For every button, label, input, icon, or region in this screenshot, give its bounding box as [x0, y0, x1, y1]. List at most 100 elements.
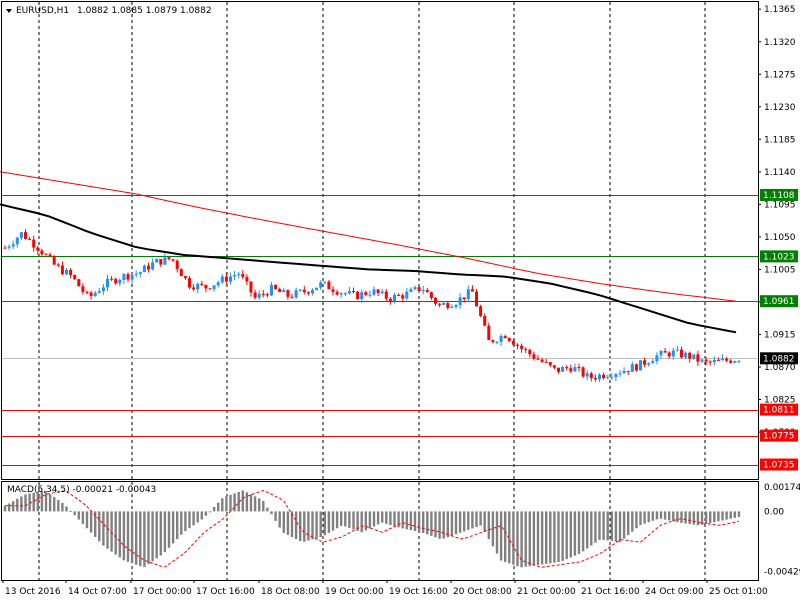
- macd-bar-2: [12, 501, 15, 512]
- candle-body-29: [122, 274, 126, 280]
- candle-body-105: [434, 297, 437, 304]
- candle-body-125: [516, 344, 519, 346]
- macd-bar-76: [315, 511, 318, 539]
- candle-body-13: [56, 264, 60, 266]
- candle-body-104: [429, 292, 433, 298]
- macd-tick-label-0: 0.00174: [764, 483, 800, 493]
- bid-tag-text: 1.0882: [763, 354, 795, 364]
- candle-body-55: [229, 276, 232, 282]
- time-tick-label-5: 19 Oct 00:00: [325, 587, 384, 597]
- price-tick-label-7: 1.1050: [764, 233, 796, 243]
- level-tag-5-bg: [760, 458, 798, 471]
- macd-bar-18: [77, 511, 80, 520]
- candle-body-44: [183, 276, 187, 279]
- macd-bar-103: [426, 511, 429, 535]
- macd-bar-7: [32, 492, 35, 512]
- macd-bar-165: [680, 511, 683, 523]
- candle-body-127: [524, 348, 528, 350]
- macd-bar-9: [40, 490, 44, 512]
- macd-bar-125: [516, 511, 519, 567]
- macd-bar-80: [331, 511, 335, 531]
- candle-body-129: [532, 354, 536, 359]
- candle-body-96: [397, 294, 401, 296]
- macd-bar-73: [303, 511, 306, 542]
- candle-body-32: [134, 273, 138, 275]
- header-symbol: EURUSD,H1: [16, 6, 69, 16]
- macd-bar-75: [311, 511, 314, 540]
- macd-bar-168: [692, 511, 695, 525]
- macd-bar-126: [520, 511, 523, 568]
- time-tick-label-4: 18 Oct 08:00: [261, 587, 320, 597]
- level-tag-1-text: 1.1023: [763, 252, 795, 262]
- macd-bar-90: [372, 511, 376, 527]
- macd-bar-127: [524, 511, 527, 567]
- price-tick-label-10: 1.0915: [764, 330, 796, 340]
- macd-bar-111: [458, 511, 462, 533]
- candle-body-151: [622, 370, 626, 374]
- macd-bar-4: [20, 496, 23, 512]
- macd-bar-54: [225, 496, 228, 512]
- candle-body-149: [614, 374, 618, 378]
- macd-bar-163: [672, 511, 675, 522]
- time-tick-label-3: 17 Oct 16:00: [196, 587, 255, 597]
- candle-body-75: [311, 290, 314, 294]
- macd-bar-142: [586, 511, 589, 549]
- candle-body-124: [511, 340, 515, 345]
- macd-bar-70: [290, 511, 294, 537]
- candle-body-120: [495, 341, 499, 343]
- candle-body-134: [552, 365, 556, 368]
- macd-panel-frame: [1, 481, 759, 581]
- dropdown-arrow-icon[interactable]: [6, 9, 12, 13]
- candle-body-31: [130, 274, 134, 280]
- time-tick-label-9: 21 Oct 16:00: [581, 587, 640, 597]
- price-tick-label-11: 1.0870: [764, 363, 796, 373]
- macd-tick-label-2: -0.00429: [764, 567, 800, 577]
- macd-bar-86: [356, 511, 359, 531]
- macd-bar-156: [643, 511, 646, 524]
- candle-body-12: [52, 256, 56, 265]
- candle-body-19: [81, 286, 85, 292]
- level-tag-5-text: 1.0735: [763, 461, 795, 471]
- candle-body-90: [372, 289, 376, 295]
- macd-bar-177: [729, 511, 732, 519]
- macd-bar-95: [393, 511, 396, 527]
- level-tag-0-text: 1.1108: [763, 191, 795, 201]
- time-tick-label-8: 21 Oct 00:00: [517, 587, 576, 597]
- candle-body-98: [405, 291, 409, 299]
- macd-bar-167: [688, 511, 691, 525]
- candle-body-67: [278, 289, 282, 293]
- macd-bar-74: [307, 511, 310, 541]
- macd-bar-107: [442, 511, 445, 539]
- macd-bar-21: [89, 511, 93, 533]
- macd-bar-61: [253, 496, 257, 512]
- macd-bar-55: [229, 494, 232, 512]
- candle-body-5: [24, 232, 27, 239]
- candle-body-82: [339, 293, 343, 295]
- candle-body-174: [716, 360, 720, 362]
- candle-body-178: [733, 361, 737, 363]
- candle-body-27: [114, 278, 118, 284]
- candle-body-74: [306, 292, 310, 294]
- candle-body-176: [725, 358, 729, 361]
- macd-bar-161: [663, 511, 667, 520]
- candle-body-56: [233, 275, 237, 277]
- candle-body-146: [602, 374, 606, 379]
- price-tick-label-6: 1.1095: [764, 200, 796, 210]
- candle-body-156: [643, 360, 647, 365]
- horizontal-levels[interactable]: [2, 195, 758, 466]
- macd-bar-115: [475, 511, 478, 528]
- macd-bar-124: [512, 511, 515, 565]
- time-tick-label-1: 14 Oct 07:00: [68, 587, 127, 597]
- macd-bar-174: [717, 511, 720, 522]
- candle-body-144: [593, 378, 597, 380]
- candle-body-164: [675, 349, 679, 351]
- panel-frames: [1, 1, 759, 581]
- chart-header: EURUSD,H1 1.0882 1.0885 1.0879 1.0882: [6, 6, 212, 16]
- candle-body-87: [360, 292, 364, 300]
- candle-body-41: [171, 259, 175, 261]
- candle-body-137: [565, 367, 569, 369]
- candle-body-3: [15, 237, 19, 245]
- candle-body-28: [118, 279, 122, 284]
- candle-body-159: [655, 355, 659, 362]
